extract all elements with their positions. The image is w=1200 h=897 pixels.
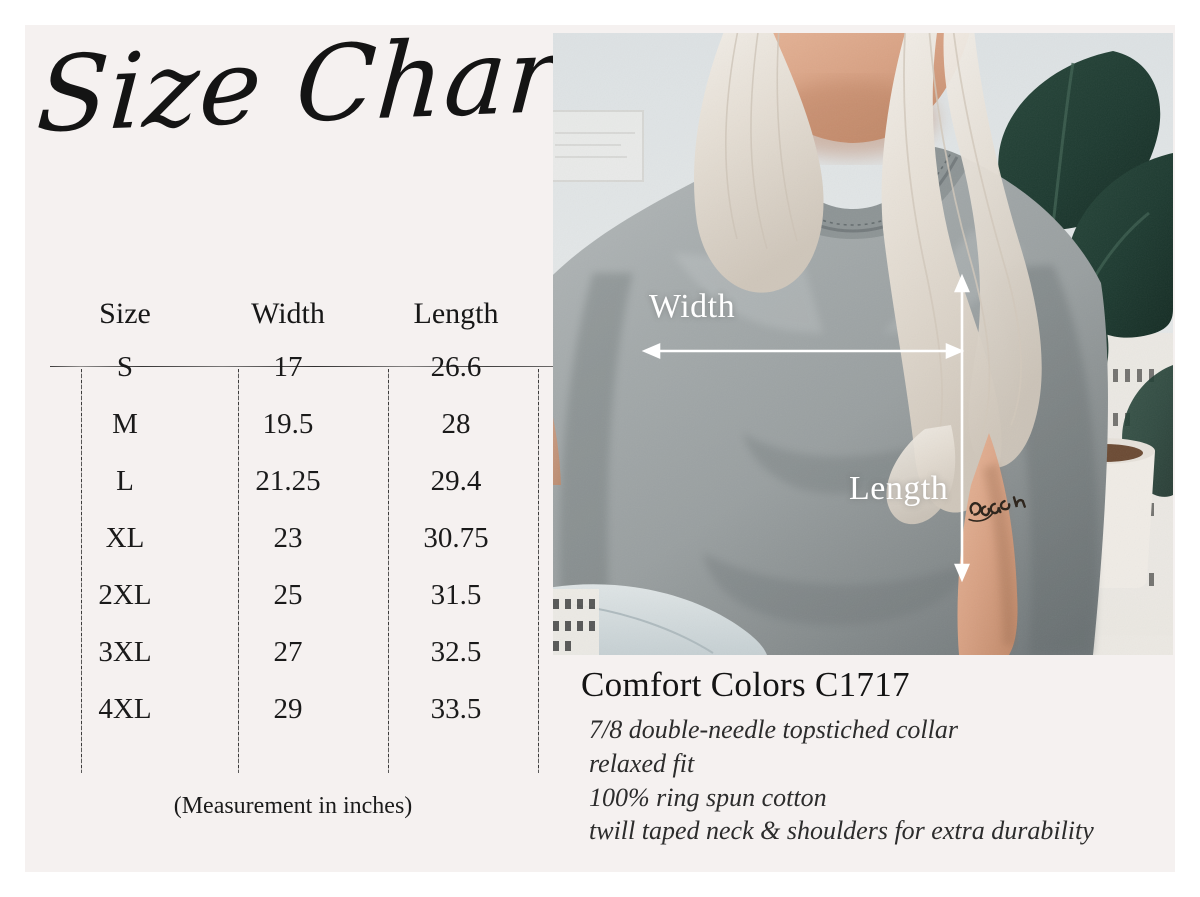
product-specs: 7/8 double-needle topstiched collar rela… [589, 713, 1179, 848]
table-body: S 17 26.6 M 19.5 28 L 21.25 29.4 [37, 333, 549, 738]
width-arrow [641, 343, 965, 359]
photo-illustration [553, 33, 1173, 655]
cell-length: 29.4 [430, 465, 482, 497]
cell-size: L [116, 465, 134, 497]
page-title: Size Chart [33, 12, 606, 157]
cell-size: S [116, 351, 134, 383]
column-header-width: Width [251, 297, 325, 330]
cell-width: 19.5 [262, 408, 314, 440]
table-row: S 17 26.6 [37, 339, 549, 396]
table-divider-left [81, 369, 82, 773]
column-header-size: Size [99, 297, 151, 330]
cell-size: 3XL [98, 636, 152, 668]
cell-width: 29 [273, 693, 303, 725]
cell-width: 27 [273, 636, 303, 668]
left-column: Size Chart Size Width Length S 17 26.6 M [25, 12, 606, 872]
cell-length: 28 [441, 408, 471, 440]
spec-item: relaxed fit [589, 748, 695, 778]
cell-length: 31.5 [430, 579, 482, 611]
spec-item: 7/8 double-needle topstiched collar [589, 715, 958, 744]
table-row: L 21.25 29.4 [37, 453, 549, 510]
cell-width: 23 [273, 522, 303, 554]
chart-canvas: Size Chart Size Width Length S 17 26.6 M [25, 12, 1175, 872]
product-photo: Width Length [553, 33, 1173, 655]
cell-size: XL [105, 522, 145, 554]
measurement-note: (Measurement in inches) [173, 793, 413, 819]
size-table: Size Width Length S 17 26.6 M 19.5 28 [37, 283, 549, 738]
table-row: 4XL 29 33.5 [37, 681, 549, 738]
cell-length: 30.75 [423, 522, 489, 554]
cell-size: M [112, 408, 138, 440]
product-title: Comfort Colors C1717 [581, 665, 910, 704]
length-arrow [954, 273, 970, 583]
right-column: Width Length Comfort Colors C1717 7/8 do… [553, 25, 1175, 872]
cell-width: 25 [273, 579, 303, 611]
table-row: M 19.5 28 [37, 396, 549, 453]
cell-width: 17 [273, 351, 303, 383]
cell-length: 32.5 [430, 636, 482, 668]
column-header-length: Length [413, 297, 499, 330]
table-row: 2XL 25 31.5 [37, 567, 549, 624]
table-header-row: Size Width Length [37, 283, 549, 333]
table-header-rule [50, 366, 558, 367]
spec-item: twill taped neck & shoulders for extra d… [589, 816, 1094, 846]
table-row: XL 23 30.75 [37, 510, 549, 567]
cell-width: 21.25 [255, 465, 321, 497]
cell-length: 26.6 [430, 351, 482, 383]
cell-size: 4XL [98, 693, 152, 725]
table-divider-right [538, 369, 539, 773]
cell-size: 2XL [98, 579, 152, 611]
table-divider-width [388, 369, 389, 773]
spec-item: 100% ring spun cotton [589, 782, 827, 812]
table-divider-size [238, 369, 239, 773]
cell-length: 33.5 [430, 693, 482, 725]
table-row: 3XL 27 32.5 [37, 624, 549, 681]
